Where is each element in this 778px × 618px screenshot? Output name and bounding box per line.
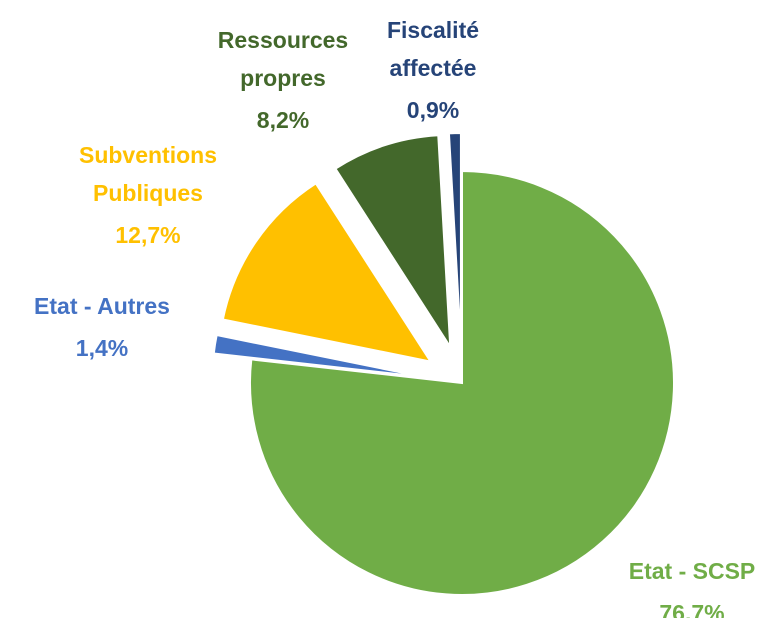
slice-value-label: 76.7% (659, 600, 725, 618)
pie-slice (447, 132, 462, 346)
pie-slice (249, 169, 675, 596)
pie-slice (221, 181, 433, 364)
slice-name: Subventions Publiques (78, 142, 217, 206)
slice-name: Etat - SCSP (628, 558, 756, 584)
slice-value-label: 0,9% (406, 97, 460, 123)
slice-value-label: 1,4% (75, 335, 129, 361)
slice-value-label: 12,7% (115, 222, 181, 248)
slice-name: Ressources propres (217, 27, 349, 91)
slice-value-label: 8,2% (256, 107, 310, 133)
pie-slice (212, 333, 425, 379)
slice-name: Fiscalité affectée (386, 17, 480, 81)
pie-slice (334, 134, 452, 351)
slice-name: Etat - Autres (34, 293, 170, 319)
